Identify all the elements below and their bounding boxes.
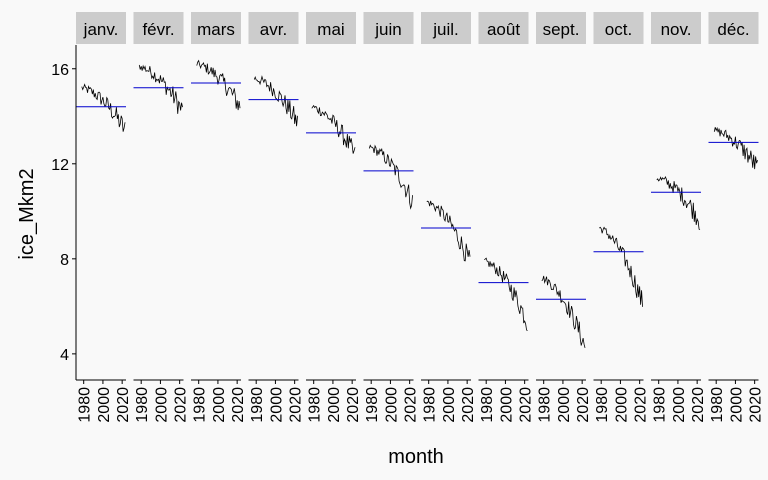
- x-tick-label: 2020: [115, 387, 132, 423]
- x-tick-label: 1980: [709, 387, 726, 423]
- x-tick-label: 2020: [288, 387, 305, 423]
- panel-strip-label: sept.: [543, 20, 580, 39]
- panel-strip-label: mai: [317, 20, 344, 39]
- panel-strip: [191, 12, 241, 44]
- panel-strip: [306, 12, 356, 44]
- x-tick-label: 1980: [537, 387, 554, 423]
- series-line: [484, 257, 528, 331]
- x-tick-label: 2000: [498, 387, 515, 423]
- panel-strip-label: nov.: [661, 20, 692, 39]
- x-tick-label: 2000: [671, 387, 688, 423]
- series-line: [713, 126, 758, 170]
- panel-strip-label: juin: [374, 20, 401, 39]
- x-tick-label: 1980: [192, 387, 209, 423]
- panel-3: mars 1980 2000 2020: [191, 12, 247, 423]
- x-axis-title: month: [388, 446, 444, 468]
- series-line: [368, 144, 413, 210]
- x-tick-label: 2000: [153, 387, 170, 423]
- x-tick-label: 1980: [479, 387, 496, 423]
- y-axis-title: ice_Mkm2: [16, 168, 38, 259]
- series-line: [311, 104, 356, 154]
- series-line: [81, 83, 126, 132]
- x-tick-label: 2020: [460, 387, 477, 423]
- x-tick-label: 2000: [441, 387, 458, 423]
- x-tick-label: 2020: [230, 387, 247, 423]
- x-tick-label: 1980: [594, 387, 611, 423]
- x-tick-label: 1980: [422, 387, 439, 423]
- x-tick-label: 2020: [575, 387, 592, 423]
- y-tick-label: 4: [60, 347, 69, 364]
- panel-5: mai 1980 2000 2020: [306, 12, 362, 423]
- x-tick-label: 2020: [518, 387, 535, 423]
- panel-strip-label: févr.: [142, 20, 174, 39]
- x-tick-label: 1980: [134, 387, 151, 423]
- panel-strip: [363, 12, 414, 44]
- panel-strip: [248, 12, 299, 44]
- x-tick-label: 2020: [690, 387, 707, 423]
- x-tick-label: 1980: [652, 387, 669, 423]
- panel-8: août 1980 2000 2020: [478, 12, 535, 423]
- panel-strip-label: juil.: [432, 20, 459, 39]
- series-line: [138, 64, 183, 114]
- x-tick-label: 2000: [211, 387, 228, 423]
- panel-strip: [593, 12, 644, 44]
- x-tick-label: 2000: [326, 387, 343, 423]
- panel-1: janv. 1980 2000 2020: [76, 12, 132, 423]
- panel-strip-label: mars: [197, 20, 235, 39]
- panel-strip-label: déc.: [717, 20, 749, 39]
- panel-strip: [421, 12, 471, 44]
- panel-strip-label: avr.: [260, 20, 287, 39]
- panel-10: oct. 1980 2000 2020: [593, 12, 650, 423]
- panel-strip-label: janv.: [83, 20, 119, 39]
- y-tick-label: 8: [60, 252, 69, 269]
- x-tick-label: 2000: [728, 387, 745, 423]
- panel-11: nov. 1980 2000 2020: [651, 12, 707, 423]
- panel-strip: [478, 12, 529, 44]
- x-tick-label: 2020: [748, 387, 765, 423]
- series-line: [599, 226, 643, 307]
- panel-7: juil. 1980 2000 2020: [421, 12, 477, 423]
- x-tick-label: 2020: [173, 387, 190, 423]
- x-tick-label: 1980: [77, 387, 94, 423]
- panel-4: avr. 1980 2000 2020: [248, 12, 305, 423]
- x-tick-label: 1980: [307, 387, 324, 423]
- panel-2: févr. 1980 2000 2020: [133, 12, 190, 423]
- y-tick-label: 16: [51, 62, 69, 79]
- x-tick-label: 2000: [268, 387, 285, 423]
- panel-strip: [76, 12, 126, 44]
- panel-strip-label: août: [487, 20, 520, 39]
- panel-12: déc. 1980 2000 2020: [708, 12, 765, 423]
- series-line: [196, 59, 241, 111]
- series-line: [656, 176, 701, 230]
- x-tick-label: 1980: [249, 387, 266, 423]
- series-line: [541, 275, 586, 348]
- panel-strip-label: oct.: [605, 20, 632, 39]
- panel-9: sept. 1980 2000 2020: [536, 12, 592, 423]
- panel-strip: [536, 12, 586, 44]
- panel-strip: [708, 12, 759, 44]
- x-tick-label: 2020: [345, 387, 362, 423]
- panel-strip: [651, 12, 701, 44]
- series-line: [426, 200, 471, 262]
- y-axis: 4 8 12 16: [51, 45, 77, 380]
- x-tick-label: 2020: [403, 387, 420, 423]
- x-tick-label: 2020: [633, 387, 650, 423]
- x-tick-label: 2000: [613, 387, 630, 423]
- x-tick-label: 2000: [383, 387, 400, 423]
- panel-strip: [133, 12, 184, 44]
- panel-6: juin 1980 2000 2020: [363, 12, 420, 423]
- x-tick-label: 2000: [556, 387, 573, 423]
- x-tick-label: 1980: [364, 387, 381, 423]
- series-line: [253, 75, 298, 127]
- x-tick-label: 2000: [96, 387, 113, 423]
- y-tick-label: 12: [51, 157, 69, 174]
